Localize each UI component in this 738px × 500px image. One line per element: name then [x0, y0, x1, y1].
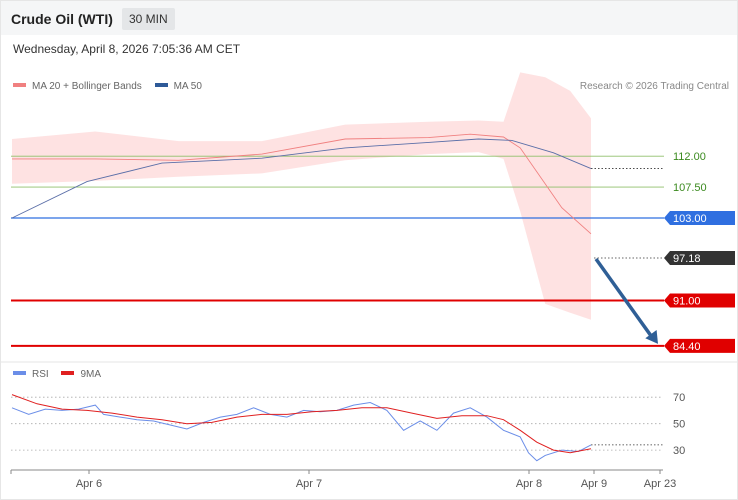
ma20-swatch	[13, 83, 26, 88]
forecast-arrow	[594, 257, 658, 344]
x-tick-label-2: Apr 8	[516, 478, 542, 490]
chart-header: Crude Oil (WTI) 30 MIN	[1, 1, 737, 35]
legend-rsi: RSI	[13, 369, 49, 380]
svg-text:84.40: 84.40	[673, 341, 701, 353]
level-lines-layer	[11, 155, 664, 347]
last-price-tag: 97.18	[664, 251, 735, 266]
legend-9ma-label: 9MA	[80, 369, 102, 380]
moving-average-layer	[11, 133, 663, 235]
rsi-ma9-line	[11, 394, 592, 454]
rsi-tick-1: 50	[673, 419, 685, 431]
x-tick-label-3: Apr 9	[581, 478, 607, 490]
time-axis: Apr 6 Apr 7 Apr 8 Apr 9 Apr 23	[10, 469, 676, 490]
svg-text:91.00: 91.00	[673, 295, 701, 307]
svg-text:97.18: 97.18	[673, 253, 701, 265]
price-legend: MA 20 + Bollinger Bands MA 50	[13, 81, 212, 92]
legend-ma20-label: MA 20 + Bollinger Bands	[32, 81, 142, 92]
rsi-layer: 70 50 30	[0, 361, 737, 462]
bollinger-band-layer	[12, 72, 591, 320]
level-tag-4: 84.40	[664, 338, 735, 353]
rsi-legend: RSI 9MA	[13, 369, 111, 380]
level-label-0: 112.00	[673, 151, 706, 163]
level-tag-3: 91.00	[664, 293, 735, 308]
ma50-swatch	[154, 83, 168, 88]
price-tags-layer: 112.00 107.50 103.00 91.00 84.40 97.18	[594, 151, 735, 353]
legend-rsi-label: RSI	[32, 369, 49, 380]
rsi-tick-2: 30	[673, 445, 685, 457]
instrument-title: Crude Oil (WTI)	[11, 11, 113, 27]
legend-9ma: 9MA	[61, 369, 101, 380]
datetime-label: Wednesday, April 8, 2026 7:05:36 AM CET	[13, 42, 241, 56]
rsi-tick-0: 70	[673, 392, 685, 404]
bollinger-band-fill	[12, 72, 591, 320]
svg-text:103.00: 103.00	[673, 213, 707, 225]
ma20-line	[12, 133, 592, 235]
x-tick-label-1: Apr 7	[296, 478, 322, 490]
legend-ma50-label: MA 50	[173, 81, 202, 92]
interval-button[interactable]: 30 MIN	[122, 8, 175, 30]
level-tag-2: 103.00	[664, 211, 735, 226]
x-tick-label-0: Apr 6	[76, 478, 102, 490]
x-tick-label-4: Apr 23	[644, 478, 676, 490]
level-label-1: 107.50	[673, 182, 707, 194]
legend-ma20: MA 20 + Bollinger Bands	[13, 81, 142, 92]
research-credit: Research © 2026 Trading Central	[579, 81, 729, 92]
legend-ma50: MA 50	[154, 81, 202, 92]
rsi-line	[11, 401, 592, 462]
rsi-swatch	[13, 371, 26, 376]
ma50-line	[11, 138, 592, 219]
ma9-swatch	[61, 371, 75, 376]
